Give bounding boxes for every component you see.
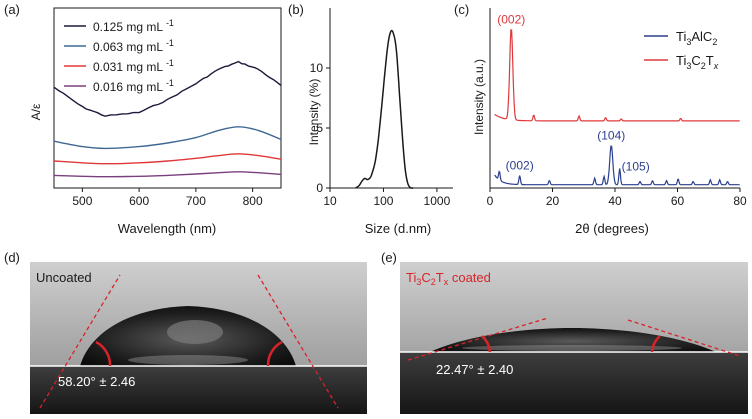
y-tick-label-b: 0 — [316, 181, 323, 195]
legend-label-a: 0.016 mg mL -1 — [93, 78, 174, 94]
legend-label-ti3alc2: Ti3AlC2 — [676, 29, 717, 47]
x-tick-label-b: 100 — [373, 194, 393, 208]
x-tick-label-b: 10 — [323, 194, 337, 208]
series-line-a — [53, 60, 282, 117]
x-tick-label-c: 20 — [546, 194, 560, 208]
x-axis-label-c: 2θ (degrees) — [575, 221, 649, 236]
y-tick-label-b: 10 — [310, 61, 324, 75]
tangent-left-coated — [407, 317, 549, 361]
photo-label-uncoated: Uncoated — [36, 270, 92, 285]
series-line-a — [53, 126, 282, 150]
series-lines-c — [494, 29, 740, 186]
peak-label-c: (002) — [497, 12, 525, 26]
tangent-left-uncoated — [39, 274, 121, 409]
series-line-c — [494, 29, 740, 122]
ticks-c: 0 20 40 60 80 — [487, 188, 747, 208]
series-line-a — [53, 153, 282, 165]
peak-annotations-c: (002) (104) (105) (002) — [497, 12, 649, 173]
x-tick-label-c: 0 — [487, 194, 494, 208]
x-tick-label-c: 40 — [608, 194, 622, 208]
panel-e: (e) Ti3C2Tx coated 22.47° ± 2.40 — [381, 250, 748, 414]
panel-c: (c) 0 20 40 60 80 (002) (104) (105) (002) Inten… — [454, 2, 747, 236]
axes-b — [329, 8, 453, 189]
y-axis-label-c: Intensity (a.u.) — [472, 59, 486, 135]
legend-label-a: 0.031 mg mL -1 — [93, 58, 174, 74]
angle-arc-left-uncoated — [95, 340, 112, 367]
panel-label-c: (c) — [454, 2, 469, 17]
angle-arc-right-coated — [650, 335, 661, 353]
x-tick-label-a: 800 — [243, 194, 263, 208]
panel-b: (b) 10 100 1000 0 5 10 Intensity (%) Size (d.… — [288, 2, 453, 236]
y-axis-label-a: A/ε — [29, 103, 43, 120]
x-axis-label-b: Size (d.nm) — [365, 221, 431, 236]
panel-label-d: (d) — [4, 250, 20, 265]
droplet-highlight — [167, 320, 223, 344]
panel-a: (a) 500 600 700 800 A/ε Wavelength (nm) 0.1… — [4, 2, 282, 236]
y-axis-label-b: Intensity (%) — [307, 79, 321, 146]
x-axis-label-a: Wavelength (nm) — [118, 221, 217, 236]
series-line-c — [494, 145, 740, 186]
contact-angle-uncoated: 58.20° ± 2.46 — [58, 374, 135, 389]
x-tick-label-a: 500 — [72, 194, 92, 208]
x-tick-label-a: 600 — [129, 194, 149, 208]
photo-uncoated: Uncoated 58.20° ± 2.46 — [30, 262, 367, 414]
photo-coated: Ti3C2Tx coated 22.47° ± 2.40 — [400, 262, 748, 414]
tangent-right-coated — [627, 319, 741, 357]
legend-a: 0.125 mg mL -1 0.063 mg mL -1 0.031 mg mL … — [64, 18, 174, 94]
series-lines-a — [53, 60, 282, 178]
panel-label-a: (a) — [4, 2, 20, 17]
peak-label-c: (104) — [597, 128, 625, 142]
y-tick-label-b: 5 — [316, 121, 323, 135]
x-tick-label-c: 80 — [733, 194, 747, 208]
water-droplet-coated — [430, 328, 716, 352]
peak-label-c: (002) — [506, 159, 534, 173]
photo-label-coated: Ti3C2Tx coated — [406, 270, 491, 287]
plot-frame-a — [53, 7, 282, 189]
contact-angle-coated: 22.47° ± 2.40 — [436, 362, 513, 377]
panel-label-b: (b) — [288, 2, 304, 17]
x-tick-label-c: 60 — [671, 194, 685, 208]
size-distribution-line — [355, 29, 414, 189]
x-tick-label-b: 1000 — [424, 194, 451, 208]
legend-c: Ti3AlC2 Ti3C2Tx — [644, 29, 719, 71]
legend-label-a: 0.063 mg mL -1 — [93, 38, 174, 54]
legend-label-a: 0.125 mg mL -1 — [93, 18, 174, 34]
series-line-a — [53, 171, 282, 178]
ticks-b: 10 100 1000 0 5 10 — [310, 61, 451, 208]
panel-label-e: (e) — [381, 250, 397, 265]
panel-d: (d) Uncoated 58.20° ± 2.46 — [4, 250, 367, 414]
peak-label-c: (105) — [622, 159, 650, 173]
x-tick-label-a: 700 — [186, 194, 206, 208]
angle-arc-right-uncoated — [266, 340, 283, 367]
droplet-reflection-coated — [462, 345, 682, 351]
x-ticks-a: 500 600 700 800 — [72, 188, 263, 208]
tangent-right-uncoated — [257, 274, 339, 409]
legend-label-ti3c2tx: Ti3C2Tx — [676, 53, 719, 71]
droplet-reflection — [128, 355, 248, 365]
angle-arc-left-coated — [481, 335, 492, 353]
